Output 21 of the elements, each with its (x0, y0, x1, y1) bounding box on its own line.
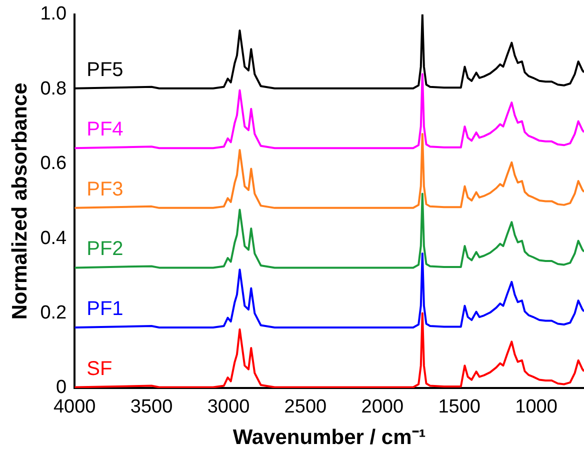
y-tick-label: 0.8 (40, 78, 67, 100)
series-label: SF (86, 358, 112, 380)
y-tick-label: 0 (56, 377, 67, 398)
y-axis-title: Normalized absorbance (8, 82, 32, 320)
x-tick-label: 3000 (207, 396, 250, 418)
x-axis-title: Wavenumber / cm⁻¹ (232, 426, 426, 450)
x-tick-label: 1500 (438, 396, 480, 418)
x-tick-label: 4000 (53, 396, 96, 418)
x-tick-label: 2000 (361, 396, 404, 418)
x-tick-label: 3500 (130, 396, 173, 418)
series-label: PF2 (86, 238, 124, 260)
y-tick-label: 0.4 (40, 228, 68, 249)
y-tick-label: 0.6 (40, 153, 67, 174)
series-label: PF5 (86, 58, 124, 81)
series-label: PF4 (86, 118, 124, 141)
y-tick-label: 1.0 (40, 4, 67, 25)
series-label: PF1 (86, 298, 124, 320)
series-label: PF3 (86, 178, 124, 200)
x-tick-label: 2500 (284, 396, 327, 418)
y-tick-label: 0.2 (40, 302, 67, 324)
x-tick-label: 1000 (515, 396, 558, 418)
